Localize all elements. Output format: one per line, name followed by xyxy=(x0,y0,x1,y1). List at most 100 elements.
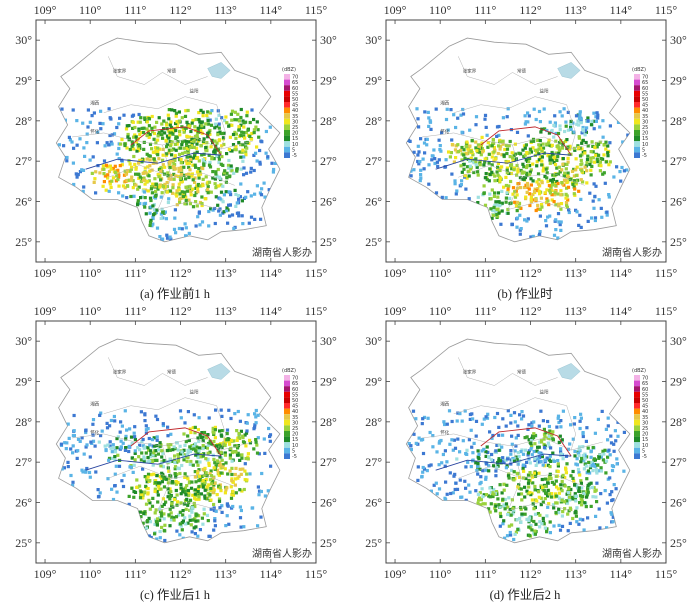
echo-cell xyxy=(146,487,150,491)
echo-cell xyxy=(409,174,413,178)
echo-cell xyxy=(146,189,150,193)
echo-cell xyxy=(249,166,253,170)
echo-cell xyxy=(594,514,598,518)
y-tick-label-right: 27° xyxy=(670,154,687,168)
echo-cell xyxy=(159,449,163,453)
echo-cell xyxy=(268,125,272,129)
echo-cell xyxy=(571,497,575,501)
echo-cell xyxy=(160,455,164,459)
echo-cell xyxy=(167,469,171,473)
echo-cell xyxy=(591,156,595,160)
echo-cell xyxy=(167,117,171,121)
echo-cell xyxy=(593,489,597,493)
echo-cell xyxy=(584,439,588,443)
echo-cell xyxy=(188,462,192,466)
echo-cell xyxy=(526,134,530,138)
radar-map-b: 109°109°110°110°111°111°112°112°113°113°… xyxy=(365,3,687,280)
echo-cell xyxy=(527,485,531,489)
echo-cell xyxy=(190,174,194,178)
echo-cell xyxy=(541,419,545,423)
echo-cell xyxy=(235,201,239,205)
echo-cell xyxy=(81,168,86,172)
echo-cell xyxy=(586,490,590,494)
echo-cell xyxy=(234,192,238,196)
echo-cell xyxy=(437,487,442,491)
echo-cell xyxy=(236,409,240,414)
legend-level: 20 xyxy=(642,131,648,137)
echo-cell xyxy=(185,459,189,463)
echo-cell xyxy=(169,432,173,436)
echo-cell xyxy=(529,198,533,202)
echo-cell xyxy=(143,116,147,120)
echo-cell xyxy=(127,449,131,454)
echo-cell xyxy=(165,145,169,149)
echo-cell xyxy=(155,458,159,462)
legend-swatch xyxy=(284,79,290,86)
echo-cell xyxy=(522,469,526,473)
echo-cell xyxy=(140,126,144,130)
echo-cell xyxy=(503,536,507,540)
echo-cell xyxy=(483,117,487,121)
x-tick-label-top: 113° xyxy=(564,3,587,17)
echo-cell xyxy=(558,223,562,227)
echo-cell xyxy=(152,451,156,455)
echo-cell xyxy=(564,139,568,143)
echo-cell xyxy=(558,170,562,174)
echo-cell xyxy=(234,491,238,495)
echo-cell xyxy=(513,532,517,536)
echo-cell xyxy=(574,514,578,518)
echo-cell xyxy=(160,122,164,126)
echo-cell xyxy=(149,205,153,209)
echo-cell xyxy=(516,170,520,174)
echo-cell xyxy=(172,227,177,231)
echo-cell xyxy=(538,207,542,211)
echo-cell xyxy=(161,136,165,140)
echo-cell xyxy=(512,508,516,512)
echo-cell xyxy=(531,434,535,438)
echo-cell xyxy=(213,517,217,521)
echo-cell xyxy=(190,142,194,146)
legend-level: 20 xyxy=(292,432,298,438)
lake xyxy=(207,62,231,79)
echo-cell xyxy=(458,412,462,416)
echo-cell xyxy=(557,511,561,515)
echo-cell xyxy=(584,140,588,145)
echo-cell xyxy=(521,467,525,471)
echo-cell xyxy=(252,168,256,173)
echo-cell xyxy=(80,168,84,172)
echo-cell xyxy=(436,164,440,168)
echo-cell xyxy=(113,458,117,462)
echo-cell xyxy=(218,460,222,464)
county-boundary xyxy=(512,72,558,85)
echo-cell xyxy=(143,490,147,494)
county-boundary xyxy=(72,132,163,146)
echo-cell xyxy=(140,440,144,444)
echo-cell xyxy=(195,133,199,137)
echo-cell xyxy=(442,420,446,424)
legend-level: 20 xyxy=(292,131,298,137)
x-tick-label-bottom: 114° xyxy=(610,266,633,280)
echo-cell xyxy=(272,167,276,172)
echo-cell xyxy=(569,122,573,126)
echo-cell xyxy=(606,416,610,420)
echo-cell xyxy=(215,124,219,128)
echo-cell xyxy=(547,444,551,448)
echo-cell xyxy=(611,464,616,469)
echo-cell xyxy=(476,455,480,459)
echo-cell xyxy=(444,498,448,502)
echo-cell xyxy=(108,182,112,186)
echo-cell xyxy=(529,442,533,446)
echo-cell xyxy=(528,490,532,495)
echo-cell xyxy=(577,223,581,227)
echo-cell xyxy=(622,169,626,173)
echo-cell xyxy=(160,514,164,518)
echo-cell xyxy=(538,214,542,218)
echo-cell xyxy=(504,200,508,204)
echo-cell xyxy=(592,119,596,123)
echo-cell xyxy=(498,147,502,151)
legend-swatch xyxy=(284,102,290,108)
echo-cell xyxy=(419,168,423,172)
echo-cell xyxy=(113,455,117,459)
echo-cell xyxy=(440,131,444,135)
echo-cell xyxy=(67,135,71,139)
